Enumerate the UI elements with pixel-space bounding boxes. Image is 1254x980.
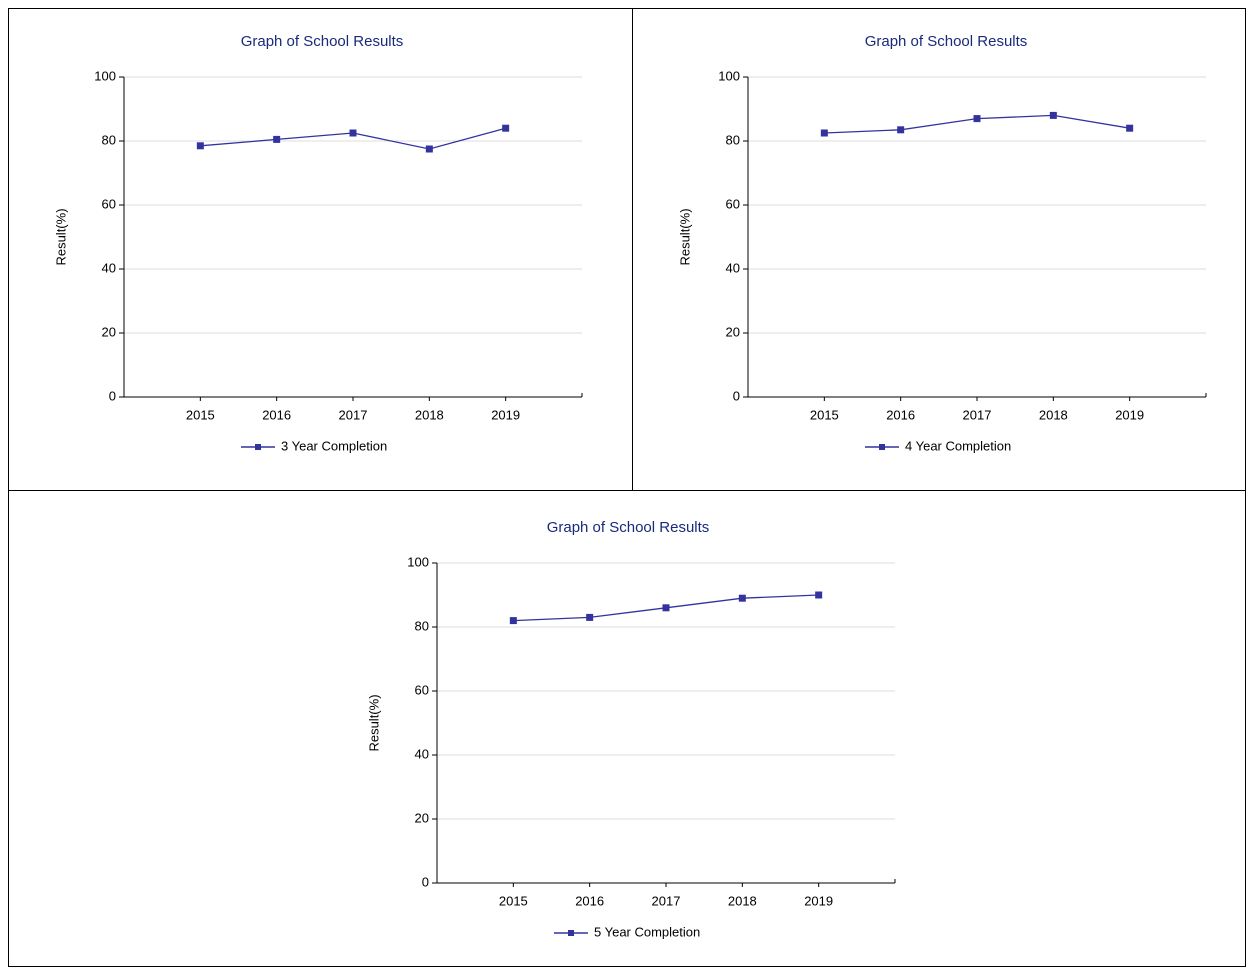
data-point	[820, 129, 828, 137]
data-point	[509, 617, 517, 625]
y-tick-label: 60	[415, 682, 429, 697]
x-tick-label: 2016	[262, 407, 291, 422]
y-tick-label: 20	[102, 324, 116, 339]
y-tick-label: 100	[94, 68, 116, 83]
x-tick-label: 2017	[652, 893, 681, 908]
legend-marker	[879, 444, 885, 450]
x-tick-label: 2018	[1039, 407, 1068, 422]
legend-marker	[255, 444, 261, 450]
y-tick-label: 0	[733, 388, 740, 403]
x-tick-label: 2015	[186, 407, 215, 422]
data-point	[273, 135, 281, 143]
data-point	[196, 142, 204, 150]
x-tick-label: 2019	[804, 893, 833, 908]
y-tick-label: 100	[407, 554, 429, 569]
y-tick-label: 100	[718, 68, 740, 83]
legend-marker	[568, 930, 574, 936]
x-tick-label: 2015	[810, 407, 839, 422]
x-tick-label: 2018	[415, 407, 444, 422]
x-tick-label: 2016	[886, 407, 915, 422]
data-point	[349, 129, 357, 137]
x-tick-label: 2019	[1115, 407, 1144, 422]
data-point	[425, 145, 433, 153]
y-axis-label: Result(%)	[366, 694, 381, 751]
y-tick-label: 20	[415, 810, 429, 825]
chart-title: Graph of School Results	[241, 33, 404, 50]
x-tick-label: 2016	[575, 893, 604, 908]
y-tick-label: 40	[415, 746, 429, 761]
data-point	[586, 613, 594, 621]
y-tick-label: 60	[726, 196, 740, 211]
outer-border	[8, 8, 1246, 967]
y-axis-label: Result(%)	[53, 208, 68, 265]
y-tick-label: 80	[726, 132, 740, 147]
x-tick-label: 2018	[728, 893, 757, 908]
y-tick-label: 60	[102, 196, 116, 211]
data-point	[815, 591, 823, 599]
chart-title: Graph of School Results	[865, 33, 1028, 50]
y-tick-label: 0	[109, 388, 116, 403]
y-tick-label: 80	[415, 618, 429, 633]
y-tick-label: 0	[422, 874, 429, 889]
data-point	[897, 126, 905, 134]
data-point	[1049, 111, 1057, 119]
legend-label: 3 Year Completion	[281, 438, 387, 453]
legend-label: 4 Year Completion	[905, 438, 1011, 453]
y-tick-label: 40	[102, 260, 116, 275]
chart-title: Graph of School Results	[547, 519, 710, 536]
y-axis-label: Result(%)	[677, 208, 692, 265]
x-tick-label: 2017	[963, 407, 992, 422]
y-tick-label: 20	[726, 324, 740, 339]
legend-label: 5 Year Completion	[594, 924, 700, 939]
data-point	[662, 604, 670, 612]
x-tick-label: 2017	[339, 407, 368, 422]
data-point	[738, 594, 746, 602]
y-tick-label: 40	[726, 260, 740, 275]
x-tick-label: 2015	[499, 893, 528, 908]
x-tick-label: 2019	[491, 407, 520, 422]
data-point	[1126, 124, 1134, 132]
y-tick-label: 80	[102, 132, 116, 147]
data-point	[973, 115, 981, 123]
data-point	[502, 124, 510, 132]
